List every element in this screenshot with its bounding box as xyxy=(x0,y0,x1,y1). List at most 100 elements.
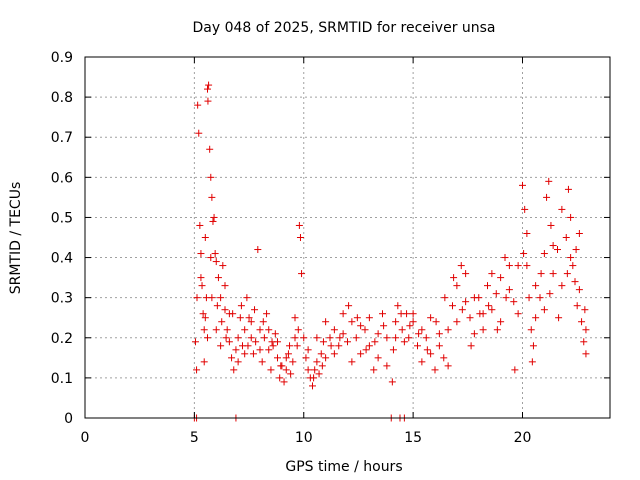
data-point xyxy=(282,366,290,374)
data-point xyxy=(514,310,522,318)
data-point xyxy=(221,306,229,314)
data-point xyxy=(195,129,203,137)
data-point xyxy=(263,310,271,318)
data-point xyxy=(319,338,327,346)
data-point xyxy=(409,318,417,326)
data-point xyxy=(344,338,351,346)
data-point xyxy=(453,318,461,326)
data-point xyxy=(453,282,461,290)
data-point xyxy=(365,342,373,350)
data-point xyxy=(200,358,208,366)
data-point xyxy=(398,326,406,334)
data-point xyxy=(313,358,321,366)
data-point xyxy=(260,334,268,342)
data-point xyxy=(380,322,388,330)
data-point xyxy=(284,350,292,358)
data-point xyxy=(296,234,304,241)
data-point xyxy=(232,346,240,354)
data-point xyxy=(330,326,338,334)
data-point xyxy=(422,334,430,342)
data-point xyxy=(357,350,365,358)
data-point xyxy=(394,302,402,310)
data-point xyxy=(326,334,334,342)
data-point xyxy=(317,350,325,358)
data-point xyxy=(352,334,360,342)
data-point xyxy=(277,362,285,370)
data-point xyxy=(309,382,316,390)
data-point xyxy=(230,366,238,374)
data-point xyxy=(280,378,288,386)
data-point xyxy=(505,262,513,270)
data-point xyxy=(362,346,370,354)
data-point xyxy=(207,173,215,181)
data-point xyxy=(400,338,408,346)
data-point xyxy=(335,342,343,350)
data-point xyxy=(219,262,227,270)
data-point xyxy=(555,314,563,322)
data-point xyxy=(194,101,202,109)
data-point xyxy=(527,326,535,334)
data-point xyxy=(532,282,540,290)
data-point xyxy=(221,282,229,290)
data-point xyxy=(569,262,577,270)
data-point xyxy=(247,318,255,326)
data-point xyxy=(582,350,590,358)
data-point xyxy=(397,310,405,318)
x-tick-label: 0 xyxy=(81,430,90,446)
data-point xyxy=(578,318,586,326)
data-point xyxy=(287,370,295,378)
x-tick-label: 20 xyxy=(514,430,532,446)
data-point xyxy=(388,378,396,386)
data-point xyxy=(336,334,344,342)
data-point xyxy=(313,334,321,342)
data-point xyxy=(294,326,302,334)
data-point xyxy=(575,286,583,294)
data-point xyxy=(523,229,531,237)
data-point xyxy=(540,306,548,314)
data-point xyxy=(476,310,484,318)
data-point xyxy=(208,193,216,201)
data-point xyxy=(200,326,208,334)
data-point xyxy=(392,334,400,342)
data-point xyxy=(379,310,386,318)
data-point xyxy=(581,306,589,314)
data-point xyxy=(562,234,570,241)
data-point xyxy=(571,278,579,286)
data-point xyxy=(532,314,540,322)
data-point xyxy=(212,258,220,266)
data-point xyxy=(484,282,491,290)
data-point xyxy=(573,302,581,310)
y-tick-label: 0.3 xyxy=(51,291,73,307)
data-point xyxy=(204,334,211,342)
data-point xyxy=(457,262,465,270)
data-point xyxy=(199,310,207,318)
data-point xyxy=(374,354,382,362)
data-point xyxy=(268,338,276,346)
y-tick-label: 0.8 xyxy=(51,90,73,106)
data-point xyxy=(415,330,423,338)
data-point xyxy=(267,366,275,374)
data-point xyxy=(225,338,233,346)
data-point xyxy=(383,362,391,370)
x-tick-label: 5 xyxy=(190,430,199,446)
data-point xyxy=(582,326,590,334)
data-point xyxy=(198,282,206,290)
data-point xyxy=(291,314,299,322)
data-point xyxy=(497,318,505,326)
data-point xyxy=(440,354,448,362)
data-point xyxy=(427,350,435,358)
data-point xyxy=(493,326,501,334)
data-point xyxy=(462,270,470,278)
data-point xyxy=(339,310,347,318)
data-point xyxy=(330,350,338,358)
data-point xyxy=(497,274,505,282)
data-point xyxy=(289,358,297,366)
data-point xyxy=(345,302,353,310)
data-point xyxy=(505,286,513,294)
data-point xyxy=(520,250,528,258)
y-axis-label: SRMTID / TECUs xyxy=(8,182,24,295)
data-point xyxy=(405,334,413,342)
data-point xyxy=(322,318,330,326)
data-point xyxy=(298,270,306,278)
